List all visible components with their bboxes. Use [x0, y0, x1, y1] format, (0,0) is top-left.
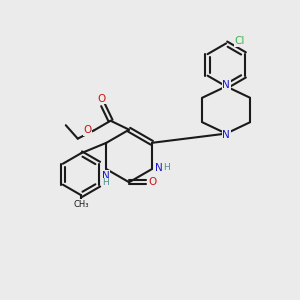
- Text: N: N: [222, 80, 230, 90]
- Text: CH₃: CH₃: [73, 200, 89, 208]
- Text: Cl: Cl: [234, 36, 245, 46]
- Text: H: H: [102, 178, 109, 187]
- Text: H: H: [164, 163, 170, 172]
- Text: O: O: [83, 125, 92, 135]
- Text: O: O: [98, 94, 106, 103]
- Text: O: O: [149, 177, 157, 187]
- Text: N: N: [102, 171, 110, 181]
- Text: N: N: [222, 130, 230, 140]
- Text: N: N: [155, 163, 163, 172]
